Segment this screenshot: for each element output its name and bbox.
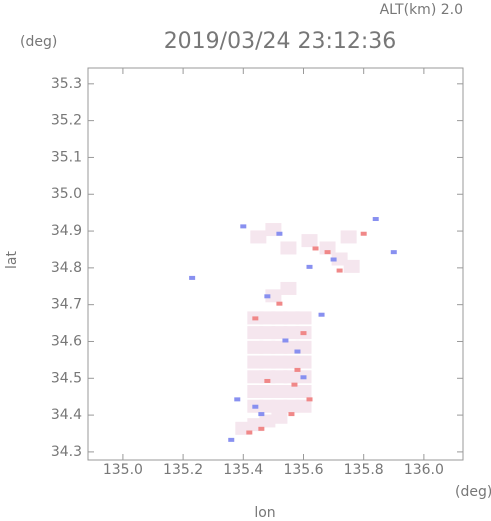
echo-point: [271, 311, 288, 325]
echo-point: [259, 311, 276, 325]
echo-point: [246, 430, 253, 435]
y-tick-label: 34.8: [51, 260, 82, 276]
echo-point: [276, 301, 283, 306]
x-tick-label: 135.2: [163, 462, 203, 478]
y-tick-label: 34.6: [51, 333, 82, 349]
chart-title: 2019/03/24 23:12:36: [164, 29, 397, 54]
echo-point: [283, 355, 300, 369]
x-tick-label: 136.0: [404, 462, 444, 478]
echo-point: [264, 294, 271, 299]
echo-point: [295, 311, 312, 325]
echo-point: [372, 217, 379, 222]
echo-point: [259, 399, 276, 413]
x-tick-label: 135.6: [283, 462, 323, 478]
y-tick-label: 34.9: [51, 223, 82, 239]
echo-point: [259, 326, 276, 340]
echo-point: [283, 370, 300, 384]
x-unit: (deg): [455, 484, 491, 500]
echo-point: [247, 326, 264, 340]
echo-point: [264, 378, 271, 383]
echo-point: [324, 250, 331, 255]
echo-point: [234, 397, 241, 402]
echo-point: [271, 355, 288, 369]
echo-point: [312, 246, 319, 251]
echo-point: [294, 349, 301, 354]
echo-point: [265, 289, 282, 303]
y-tick-label: 34.3: [51, 444, 82, 460]
echo-point: [259, 355, 276, 369]
echo-point: [247, 340, 264, 354]
echo-point: [283, 385, 300, 399]
echo-point: [336, 268, 343, 273]
x-tick-label: 135.8: [344, 462, 384, 478]
y-tick-label: 35.3: [51, 76, 82, 92]
echo-point: [300, 331, 307, 336]
echo-point: [258, 412, 265, 417]
x-axis-label: lon: [254, 505, 275, 521]
echo-point: [271, 385, 288, 399]
plot-frame: [87, 67, 464, 461]
echo-point: [295, 385, 312, 399]
echo-point: [271, 410, 288, 424]
y-tick-label: 35.2: [51, 113, 82, 129]
x-tick-label: 135.0: [103, 462, 143, 478]
echo-point: [276, 231, 283, 236]
echo-point: [280, 281, 297, 295]
y-tick-label: 34.5: [51, 370, 82, 386]
echo-point: [259, 385, 276, 399]
echo-point: [360, 231, 367, 236]
data-layer: [189, 217, 397, 442]
echo-point: [306, 397, 313, 402]
echo-point: [295, 355, 312, 369]
echo-point: [291, 382, 298, 387]
echo-point: [330, 257, 337, 262]
y-unit: (deg): [20, 34, 57, 50]
echo-point: [250, 230, 267, 244]
echo-point: [283, 326, 300, 340]
echo-point: [319, 241, 336, 255]
echo-point: [252, 404, 259, 409]
y-axis-label: lat: [4, 251, 20, 269]
echo-point: [318, 312, 325, 317]
echo-point: [252, 316, 259, 321]
echo-point: [283, 311, 300, 325]
echo-point: [271, 326, 288, 340]
echo-point: [295, 399, 312, 413]
echo-point: [280, 241, 297, 255]
echo-point: [331, 252, 348, 266]
echo-point: [189, 275, 196, 280]
echo-point: [240, 224, 247, 229]
echo-point: [247, 370, 264, 384]
echo-point: [300, 375, 307, 380]
echo-point: [259, 340, 276, 354]
echo-point: [258, 426, 265, 431]
y-tick-label: 34.4: [51, 407, 82, 423]
echo-point: [271, 399, 288, 413]
echo-point: [283, 399, 300, 413]
echo-point: [301, 234, 318, 248]
echo-point: [259, 414, 276, 428]
echo-point: [282, 338, 289, 343]
echo-point: [340, 230, 357, 244]
echo-point: [247, 355, 264, 369]
x-tick-label: 135.4: [223, 462, 263, 478]
echo-point: [271, 370, 288, 384]
echo-point: [271, 340, 288, 354]
echo-point: [294, 367, 301, 372]
y-tick-label: 34.7: [51, 297, 82, 313]
echo-point: [228, 437, 235, 442]
y-tick-label: 35.0: [51, 186, 82, 202]
y-tick-label: 35.1: [51, 149, 82, 165]
header: ALT(km) 2.0: [380, 2, 463, 18]
echo-point: [343, 259, 360, 273]
echo-point: [390, 250, 397, 255]
echo-point: [288, 412, 295, 417]
echo-point: [247, 385, 264, 399]
echo-point: [259, 370, 276, 384]
echo-point: [306, 264, 313, 269]
